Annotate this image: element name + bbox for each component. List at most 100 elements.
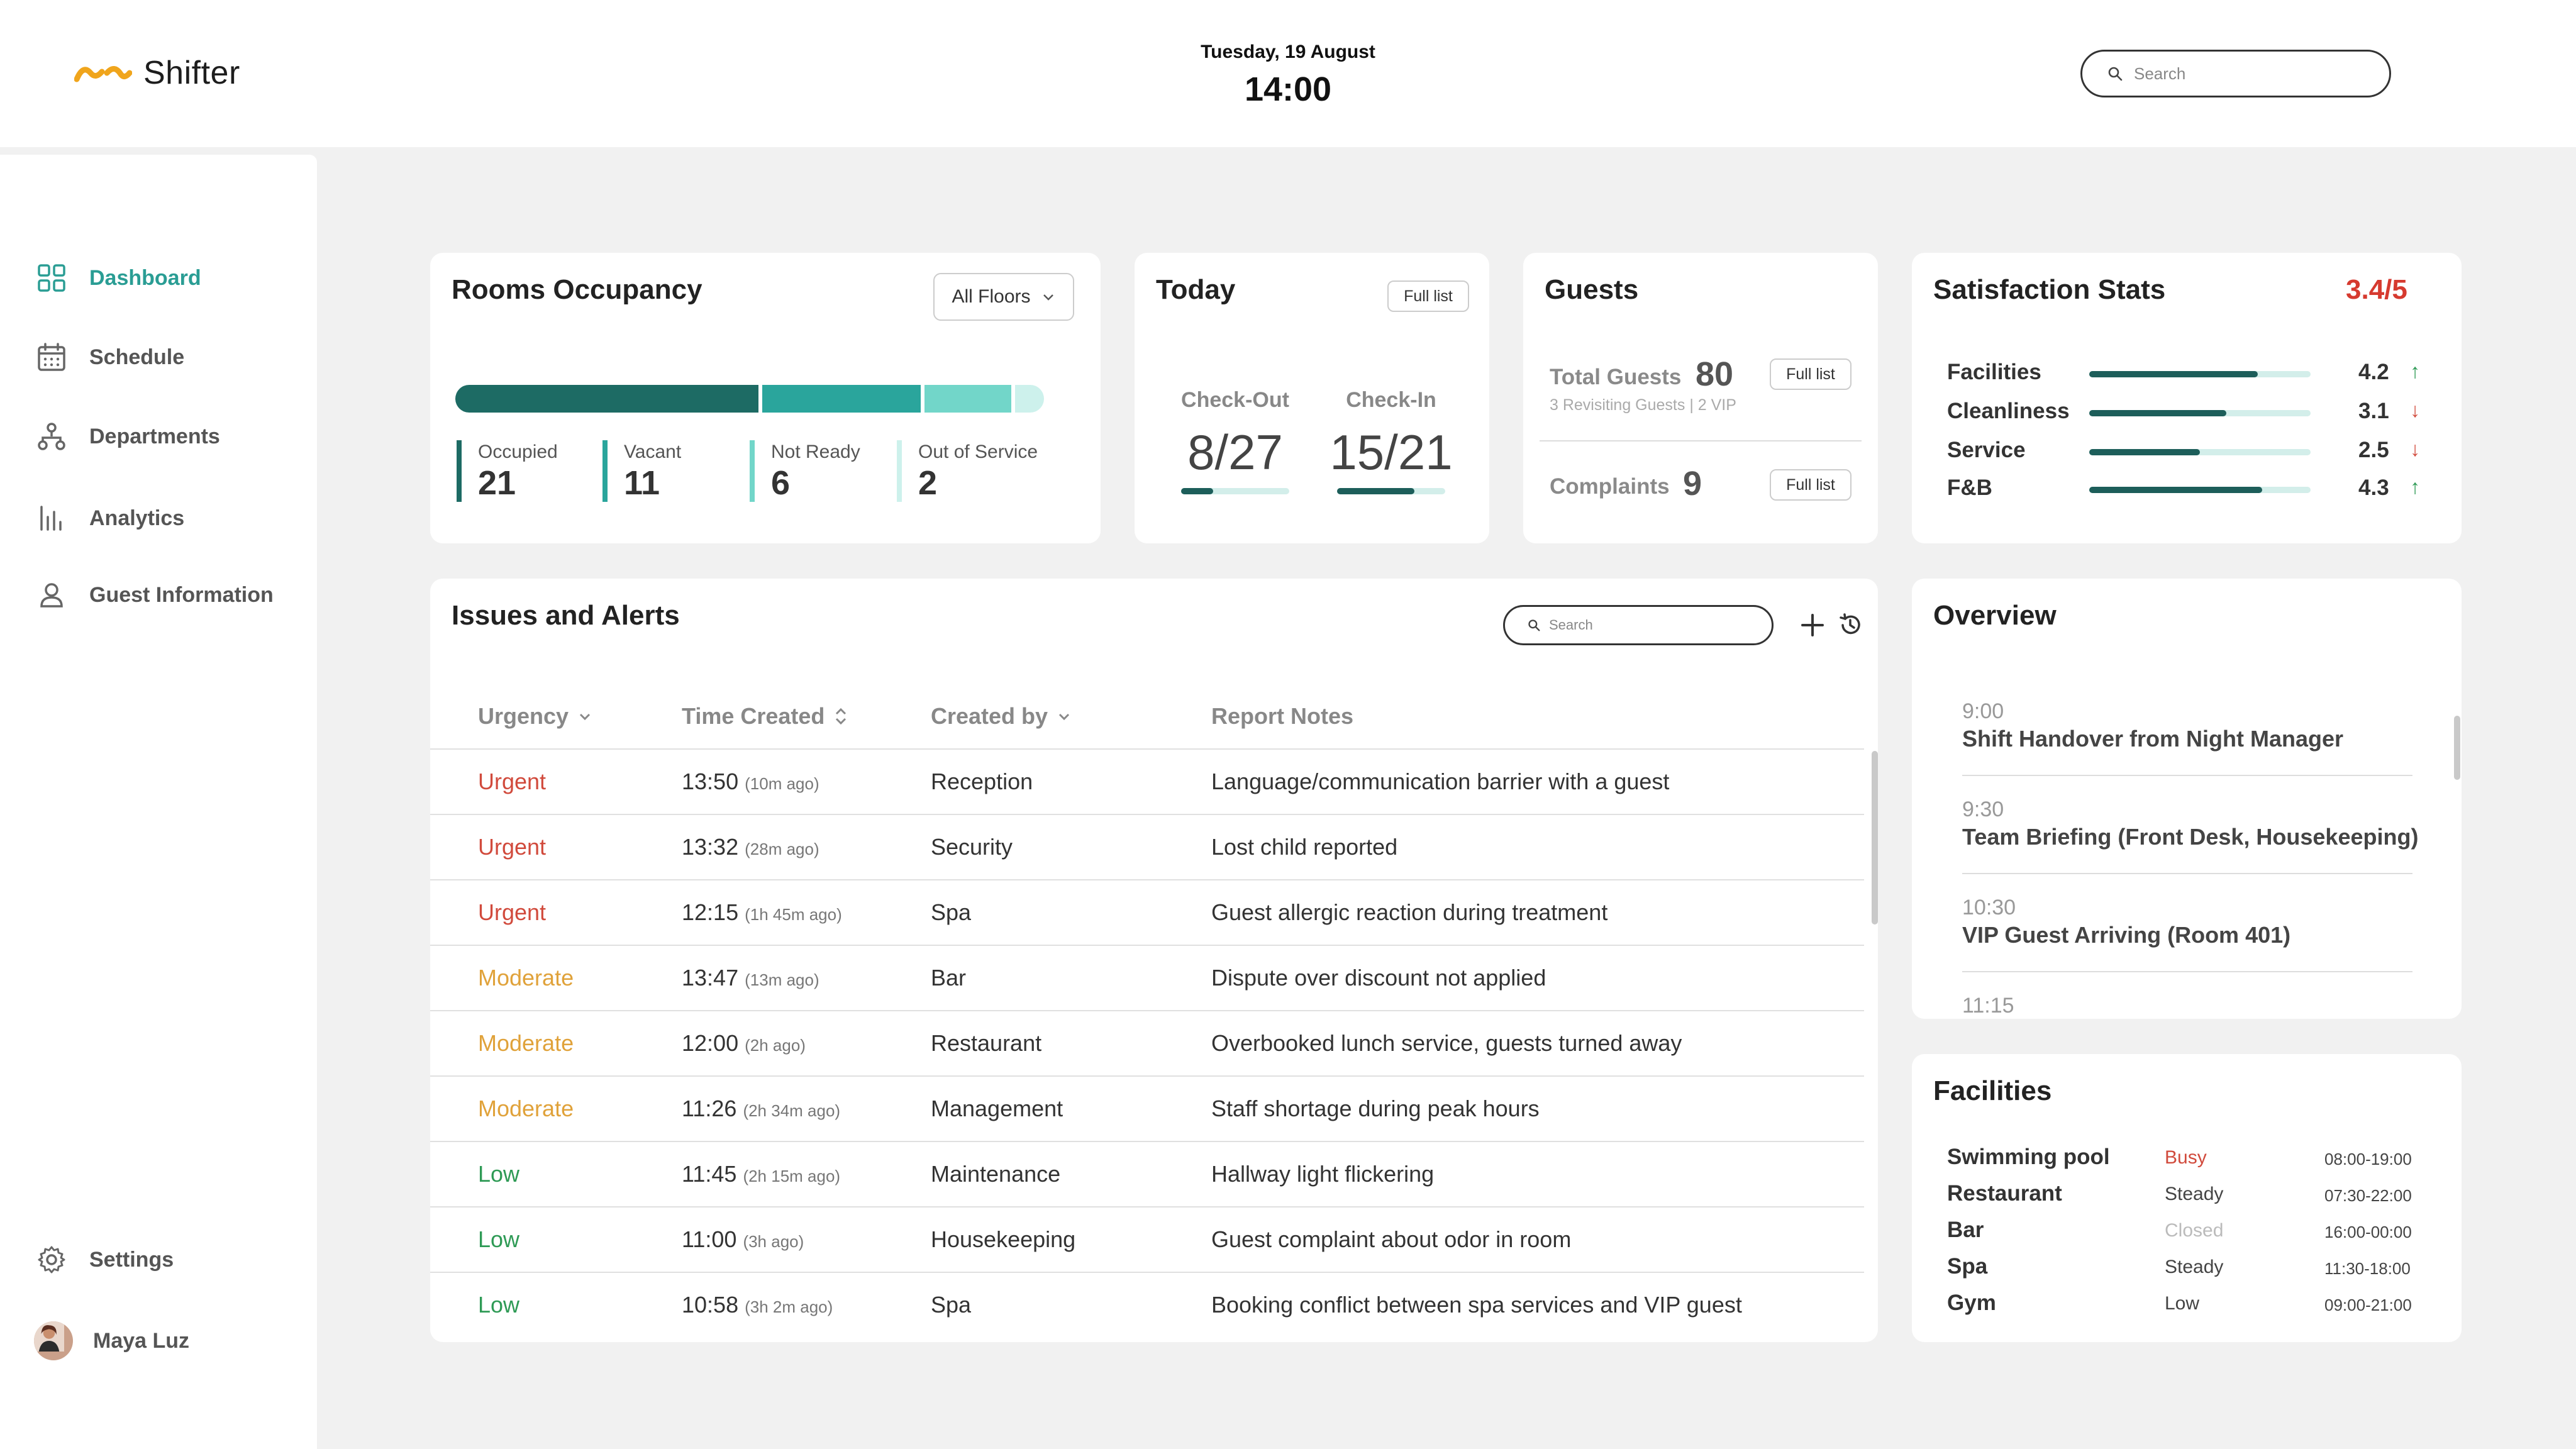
facility-row[interactable]: Restaurant Steady 07:30-22:00 (1947, 1181, 2450, 1213)
created-by-cell: Reception (931, 769, 1033, 794)
occupancy-segment-out-of-service (1015, 385, 1044, 413)
global-search-input[interactable] (2134, 64, 2373, 84)
facility-hours: 07:30-22:00 (2324, 1186, 2412, 1205)
created-by-cell: Security (931, 834, 1013, 860)
time-ago: (2h 15m ago) (743, 1167, 841, 1185)
sat-fill (2089, 449, 2200, 455)
calendar-icon (38, 343, 65, 371)
time-cell: 10:58 (3h 2m ago) (682, 1292, 833, 1318)
time-ago: (10m ago) (745, 774, 819, 793)
created-by-cell: Bar (931, 965, 967, 991)
facility-row[interactable]: Bar Closed 16:00-00:00 (1947, 1218, 2450, 1249)
total-guests-value: 80 (1696, 355, 1734, 393)
table-row[interactable]: Moderate 12:00 (2h ago) Restaurant Overbook… (430, 1010, 1864, 1075)
trend-down-icon: ↓ (2410, 438, 2420, 460)
stat-label: Not Ready (771, 441, 860, 462)
overall-rating: 3.4/5 (2346, 274, 2407, 305)
table-row[interactable]: Moderate 11:26 (2h 34m ago) Management Staf… (430, 1075, 1864, 1141)
time-value: 10:58 (682, 1292, 739, 1318)
urgency-cell: Moderate (478, 965, 574, 991)
stat-value: 6 (771, 464, 791, 502)
sidebar-item-departments[interactable]: Departments (36, 418, 220, 455)
global-search[interactable] (2080, 50, 2391, 97)
time-cell: 11:00 (3h ago) (682, 1226, 804, 1253)
time-value: 13:32 (682, 834, 739, 860)
trend-down-icon: ↓ (2410, 399, 2420, 421)
facility-row[interactable]: Gym Low 09:00-21:00 (1947, 1291, 2450, 1322)
time-ago: (3h ago) (743, 1232, 804, 1251)
app-logo[interactable]: Shifter (74, 50, 240, 96)
overview-item[interactable]: 9:00 Shift Handover from Night Manager (1962, 698, 2412, 753)
table-row[interactable]: Urgent 13:32 (28m ago) Security Lost child … (430, 814, 1864, 879)
checkout-value: 8/27 (1187, 425, 1283, 480)
complaints-full-list-button[interactable]: Full list (1770, 469, 1852, 501)
facility-status: Steady (2165, 1184, 2224, 1204)
occupancy-segment-occupied (455, 385, 758, 413)
history-icon[interactable] (1838, 613, 1863, 638)
overview-scrollbar[interactable] (2454, 716, 2460, 780)
issues-card: Issues and Alerts Urgency Time Created C… (430, 579, 1878, 1342)
sidebar-item-schedule[interactable]: Schedule (36, 338, 184, 376)
report-note-cell: Overbooked lunch service, guests turned … (1211, 1030, 1682, 1056)
issues-search-input[interactable] (1549, 617, 1750, 633)
sidebar-item-dashboard[interactable]: Dashboard (36, 259, 201, 297)
facility-row[interactable]: Swimming pool Busy 08:00-19:00 (1947, 1145, 2450, 1176)
urgency-cell: Low (478, 1292, 520, 1318)
sidebar-item-label: Guest Information (89, 582, 274, 607)
sidebar-item-label: Settings (89, 1247, 174, 1272)
overview-item[interactable]: 10:30 VIP Guest Arriving (Room 401) (1962, 894, 2412, 950)
table-row[interactable]: Urgent 13:50 (10m ago) Reception Language/c… (430, 748, 1864, 814)
table-row[interactable]: Urgent 12:15 (1h 45m ago) Spa Guest allergi… (430, 879, 1864, 945)
departments-icon (38, 423, 65, 450)
guests-full-list-button[interactable]: Full list (1770, 358, 1852, 390)
overview-item[interactable]: 11:15 (1962, 992, 2412, 1019)
overview-item[interactable]: 9:30 Team Briefing (Front Desk, Housekee… (1962, 796, 2418, 852)
checkout-label: Check-Out (1181, 388, 1289, 412)
current-date: Tuesday, 19 August (1201, 42, 1375, 62)
issues-scrollbar[interactable] (1872, 751, 1878, 924)
sidebar-item-analytics[interactable]: Analytics (36, 499, 184, 537)
card-title: Satisfaction Stats (1933, 274, 2166, 305)
add-icon[interactable] (1800, 613, 1825, 638)
time-value: 12:00 (682, 1030, 739, 1056)
today-full-list-button[interactable]: Full list (1387, 280, 1469, 312)
table-row[interactable]: Low 11:00 (3h ago) Housekeeping Guest compl… (430, 1206, 1864, 1272)
user-name: Maya Luz (93, 1328, 190, 1353)
guests-card: Guests Total Guests 80 3 Revisiting Gues… (1523, 253, 1878, 543)
sat-score: 4.3 (2358, 475, 2389, 500)
urgency-cell: Moderate (478, 1030, 574, 1056)
facilities-card: Facilities Swimming pool Busy 08:00-19:00 R… (1912, 1054, 2462, 1342)
time-value: 11:26 (682, 1096, 737, 1121)
table-row[interactable]: Low 10:58 (3h 2m ago) Spa Booking conflict … (430, 1272, 1864, 1337)
top-header: Shifter Tuesday, 19 August 14:00 (0, 0, 2576, 147)
user-icon (40, 583, 63, 608)
stat-not-ready: Not Ready 6 (750, 440, 860, 502)
urgency-cell: Urgent (478, 769, 547, 794)
issues-search[interactable] (1503, 605, 1774, 645)
table-row[interactable]: Low 11:45 (2h 15m ago) Maintenance Hallway … (430, 1141, 1864, 1206)
sat-track (2089, 410, 2311, 416)
column-header-urgency[interactable]: Urgency (478, 703, 592, 730)
user-profile[interactable]: Maya Luz (34, 1321, 190, 1360)
created-by-cell: Spa (931, 899, 972, 925)
sat-row-cleanliness: Cleanliness 3.1 ↓ (1947, 399, 2444, 426)
checkout-progress (1181, 488, 1289, 494)
column-header-time[interactable]: Time Created (682, 703, 848, 730)
column-header-created-by[interactable]: Created by (931, 703, 1072, 730)
app-name: Shifter (143, 55, 240, 91)
time-cell: 12:15 (1h 45m ago) (682, 899, 842, 926)
time-value: 13:47 (682, 965, 739, 991)
today-card: Today Full list Check-Out 8/27 Check-In … (1135, 253, 1489, 543)
time-value: 11:00 (682, 1226, 737, 1252)
table-row[interactable]: Moderate 13:47 (13m ago) Bar Dispute over d… (430, 945, 1864, 1010)
facility-row[interactable]: Spa Steady 11:30-18:00 (1947, 1254, 2450, 1285)
sidebar-item-guest-information[interactable]: Guest Information (36, 576, 274, 614)
report-note-cell: Guest complaint about odor in room (1211, 1226, 1572, 1252)
total-guests-label: Total Guests (1550, 365, 1682, 389)
sidebar-item-settings[interactable]: Settings (36, 1241, 174, 1279)
sat-label: Cleanliness (1947, 399, 2070, 423)
floor-select[interactable]: All Floors (933, 273, 1074, 321)
sat-label: Facilities (1947, 360, 2041, 384)
sat-track (2089, 371, 2311, 377)
time-ago: (2h ago) (745, 1036, 806, 1055)
